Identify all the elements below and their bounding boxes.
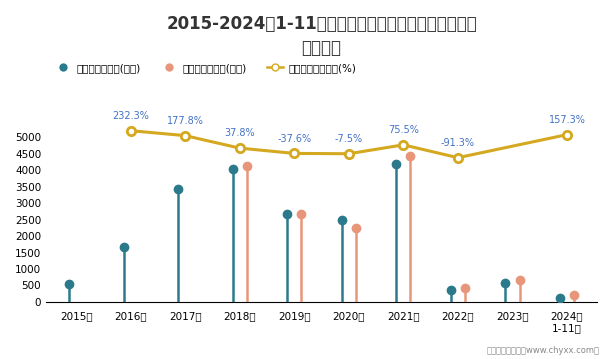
Text: 37.8%: 37.8% — [225, 129, 255, 139]
Text: -37.6%: -37.6% — [277, 134, 312, 144]
Text: 157.3%: 157.3% — [548, 115, 586, 125]
Text: 制图：智研咋询（www.chyxx.com）: 制图：智研咋询（www.chyxx.com） — [487, 346, 600, 355]
Text: -91.3%: -91.3% — [441, 138, 475, 148]
Title: 2015-2024年1-11月黑色金属冶炼和压延加工业企业利
润统计图: 2015-2024年1-11月黑色金属冶炼和压延加工业企业利 润统计图 — [166, 15, 477, 57]
Text: 75.5%: 75.5% — [388, 125, 419, 135]
Legend: 利润总额累计值(亿元), 营业利润累计值(亿元), 利润总额累计增长(%): 利润总额累计值(亿元), 营业利润累计值(亿元), 利润总额累计增长(%) — [51, 59, 360, 77]
Text: -7.5%: -7.5% — [335, 134, 363, 144]
Text: 177.8%: 177.8% — [166, 116, 204, 126]
Text: 232.3%: 232.3% — [112, 111, 149, 121]
